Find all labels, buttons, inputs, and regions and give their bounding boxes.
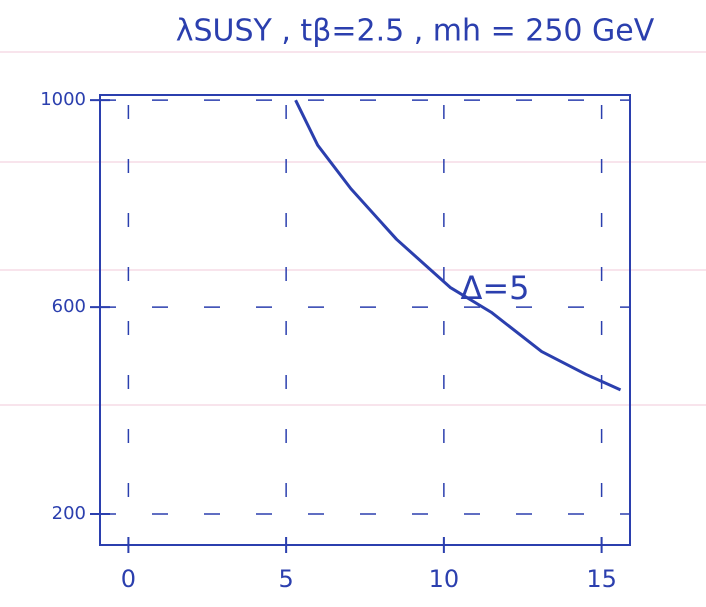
y-tick-label: 600 [52, 296, 86, 317]
y-tick-label: 200 [52, 503, 86, 524]
x-tick-label: 5 [278, 565, 293, 593]
x-tick-label: 15 [586, 565, 617, 593]
x-tick-label: 10 [429, 565, 460, 593]
x-tick-label: 0 [121, 565, 136, 593]
notebook-lines [0, 52, 706, 405]
curve [296, 100, 621, 390]
y-tick-label: 1000 [40, 89, 86, 110]
chart-title: λSUSY , tβ=2.5 , mh = 250 GeV [176, 14, 655, 49]
chart: λSUSY , tβ=2.5 , mh = 250 GeV Δ=5 051015… [0, 0, 706, 607]
